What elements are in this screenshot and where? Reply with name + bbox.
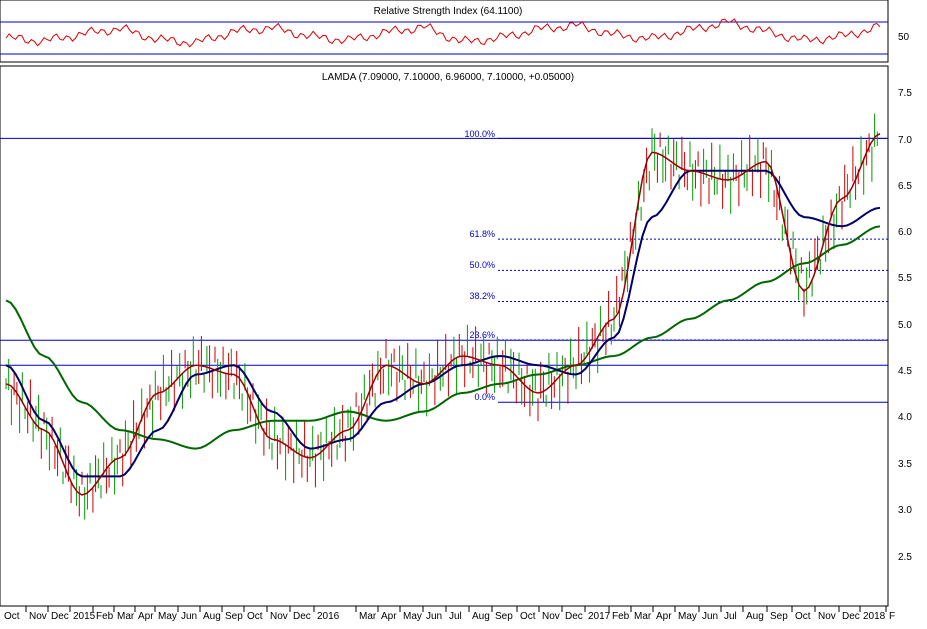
y-tick-label: 3.5 bbox=[898, 459, 912, 470]
rsi-y-tick-label: 50 bbox=[898, 32, 910, 43]
price-panel-frame bbox=[0, 65, 889, 607]
moving-average-long bbox=[5, 225, 881, 450]
x-tick-label: Aug bbox=[472, 611, 490, 622]
fib-label: 23.6% bbox=[469, 330, 495, 340]
x-tick-label: F bbox=[889, 611, 895, 622]
x-tick-label: Oct bbox=[247, 611, 263, 622]
y-tick-label: 2.5 bbox=[898, 552, 912, 563]
x-tick-label: 2017 bbox=[588, 611, 611, 622]
x-tick-label: Mar bbox=[634, 611, 652, 622]
rsi-line bbox=[5, 18, 881, 48]
x-tick-label: Sep bbox=[770, 611, 788, 622]
x-tick-label: Aug bbox=[203, 611, 221, 622]
rsi-panel-frame bbox=[0, 0, 889, 63]
y-tick-label: 5.5 bbox=[898, 273, 912, 284]
x-tick-label: Jun bbox=[181, 611, 197, 622]
x-tick-label: May bbox=[678, 611, 697, 622]
x-tick-label: Mar bbox=[359, 611, 377, 622]
x-tick-label: Sep bbox=[225, 611, 243, 622]
fib-label: 0.0% bbox=[474, 392, 495, 402]
moving-average-medium bbox=[5, 169, 881, 478]
x-tick-label: Aug bbox=[746, 611, 764, 622]
moving-averages-layer bbox=[5, 133, 881, 496]
x-tick-label: Dec bbox=[293, 611, 311, 622]
x-tick-label: Nov bbox=[29, 611, 47, 622]
x-tick-label: Oct bbox=[795, 611, 811, 622]
rsi-layer bbox=[0, 18, 888, 55]
x-tick-label: 2016 bbox=[317, 611, 340, 622]
x-tick-label: Nov bbox=[818, 611, 836, 622]
x-tick-label: Oct bbox=[520, 611, 536, 622]
x-tick-label: Apr bbox=[381, 611, 397, 622]
x-tick-label: Nov bbox=[542, 611, 560, 622]
price-y-axis: 7.5 7.0 6.5 6.0 5.5 5.0 4.5 4.0 3.5 3.0 … bbox=[898, 88, 912, 563]
y-tick-label: 4.0 bbox=[898, 412, 912, 423]
x-tick-label: Apr bbox=[138, 611, 154, 622]
x-tick-label: Sep bbox=[495, 611, 513, 622]
x-tick-label: Dec bbox=[51, 611, 69, 622]
y-tick-label: 5.0 bbox=[898, 320, 912, 331]
price-title: LAMDA (7.09000, 7.10000, 6.96000, 7.1000… bbox=[322, 72, 574, 83]
y-tick-label: 7.0 bbox=[898, 135, 912, 146]
x-tick-label: 2015 bbox=[73, 611, 96, 622]
grid-layer bbox=[25, 606, 887, 612]
moving-average-short bbox=[5, 133, 881, 496]
x-tick-label: Oct bbox=[4, 611, 20, 622]
x-tick-label: Jul bbox=[449, 611, 462, 622]
fib-label: 61.8% bbox=[469, 229, 495, 239]
x-tick-label: Dec bbox=[565, 611, 583, 622]
x-tick-label: Nov bbox=[270, 611, 288, 622]
y-tick-label: 6.0 bbox=[898, 227, 912, 238]
x-tick-label: 2018 bbox=[863, 611, 886, 622]
rsi-title: Relative Strength Index (64.1100) bbox=[374, 6, 523, 17]
fibonacci-labels: 100.0% 61.8% 50.0% 38.2% 23.6% 0.0% bbox=[464, 129, 495, 402]
x-tick-label: May bbox=[403, 611, 422, 622]
x-axis: Oct Nov Dec 2015 Feb Mar Apr May Jun Aug… bbox=[4, 611, 895, 622]
fib-label: 38.2% bbox=[469, 291, 495, 301]
x-tick-label: Jun bbox=[426, 611, 442, 622]
x-tick-label: Dec bbox=[842, 611, 860, 622]
fib-label: 50.0% bbox=[469, 260, 495, 270]
fibonacci-lines-layer bbox=[0, 137, 888, 403]
x-tick-label: Feb bbox=[96, 611, 114, 622]
y-tick-label: 6.5 bbox=[898, 181, 912, 192]
y-tick-label: 7.5 bbox=[898, 88, 912, 99]
x-tick-label: Apr bbox=[656, 611, 672, 622]
x-tick-label: Mar bbox=[117, 611, 135, 622]
y-tick-label: 4.5 bbox=[898, 366, 912, 377]
y-tick-label: 3.0 bbox=[898, 505, 912, 516]
x-tick-label: Jul bbox=[724, 611, 737, 622]
x-tick-label: Feb bbox=[612, 611, 630, 622]
x-tick-label: Jun bbox=[702, 611, 718, 622]
x-tick-label: May bbox=[158, 611, 177, 622]
fib-label: 100.0% bbox=[464, 129, 495, 139]
